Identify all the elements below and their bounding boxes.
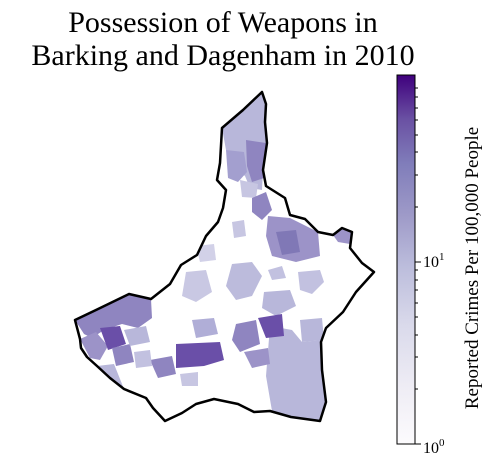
map-area: [298, 270, 324, 294]
map-area: [192, 318, 218, 338]
map-area: [182, 270, 212, 302]
borough-boundary: [73, 90, 376, 423]
map-area: [232, 320, 260, 352]
map-area: [276, 230, 300, 255]
colorbar-tick-label-10: 101: [423, 251, 445, 272]
map-area: [134, 350, 152, 368]
map-area: [150, 356, 176, 378]
map-areas: [75, 92, 352, 421]
map-area: [262, 290, 296, 316]
map-area: [300, 318, 324, 342]
colorbar: [396, 74, 421, 445]
map-area: [268, 266, 286, 280]
map-area: [266, 326, 326, 421]
colorbar-tick-label-1: 100: [423, 437, 445, 458]
map-area: [258, 314, 284, 338]
map-area: [246, 140, 266, 182]
map-area: [176, 342, 224, 368]
map-area: [180, 372, 198, 386]
map-area: [226, 150, 247, 182]
map-area: [100, 326, 126, 350]
colorbar-gradient-bar: [396, 74, 416, 445]
map-area: [80, 332, 108, 360]
colorbar-ticks: [415, 87, 421, 445]
map-area: [232, 220, 246, 238]
map-area: [240, 180, 258, 198]
map-area: [252, 192, 272, 220]
map-area: [112, 344, 134, 366]
map-title: Possession of Weapons in Barking and Dag…: [0, 6, 446, 72]
colorbar-label: Reported Crimes Per 100,000 People: [462, 126, 483, 410]
map-title-line-2: Barking and Dagenham in 2010: [31, 39, 415, 72]
map-area: [75, 294, 152, 338]
map-title-line-1: Possession of Weapons in: [68, 6, 378, 39]
map-area: [244, 348, 270, 368]
map-area: [124, 326, 150, 346]
map-area: [226, 262, 262, 300]
